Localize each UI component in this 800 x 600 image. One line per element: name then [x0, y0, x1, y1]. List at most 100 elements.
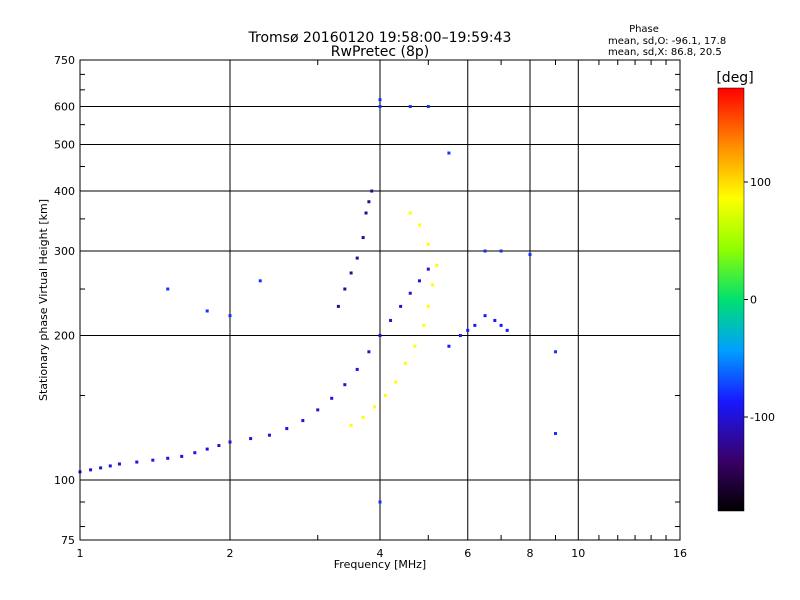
data-point [493, 318, 497, 322]
data-point [431, 283, 435, 287]
data-point [417, 279, 421, 283]
chart-subtitle: RwPretec (8p) [331, 44, 429, 60]
colorbar-ticks: 100 0 -100 [744, 176, 775, 424]
data-point [505, 328, 509, 332]
x-tick-label: 1 [77, 547, 84, 560]
colorbar-tick-label: -100 [750, 411, 775, 424]
data-point [426, 105, 430, 109]
data-point [426, 267, 430, 271]
data-point [378, 98, 382, 102]
data-point [483, 314, 487, 318]
data-points [78, 98, 557, 504]
x-axis-label: Frequency [MHz] [334, 558, 426, 571]
y-tick-label: 100 [54, 474, 75, 487]
data-point [361, 415, 365, 419]
x-tick-label: 4 [377, 547, 384, 560]
data-point [151, 458, 155, 462]
data-point [205, 309, 209, 313]
data-point [422, 323, 426, 327]
data-point [367, 350, 371, 354]
data-point [399, 304, 403, 308]
data-point [378, 500, 382, 504]
data-point [343, 383, 347, 387]
y-tick-label: 500 [54, 139, 75, 152]
data-point [553, 432, 557, 436]
data-point [166, 456, 170, 460]
x-tick-label: 8 [527, 547, 534, 560]
data-point [228, 314, 232, 318]
phase-info-x: mean, sd,X: 86.8, 20.5 [608, 47, 722, 58]
data-point [367, 200, 371, 204]
data-point [553, 350, 557, 354]
data-point [249, 437, 253, 441]
data-point [349, 271, 353, 275]
data-point [99, 466, 103, 470]
data-point [383, 394, 387, 398]
data-point [330, 396, 334, 400]
data-point [378, 334, 382, 338]
data-point [408, 105, 412, 109]
data-point [499, 323, 503, 327]
y-axis-label: Stationary phase Virtual Height [km] [37, 199, 50, 401]
x-axis-ticks: 1 2 4 6 8 10 16 [77, 60, 687, 560]
data-point [426, 242, 430, 246]
data-point [458, 334, 462, 338]
data-point [355, 256, 359, 260]
data-point [378, 105, 382, 109]
data-point [316, 408, 320, 412]
colorbar-label: [deg] [716, 70, 753, 86]
data-point [413, 344, 417, 348]
y-tick-label: 300 [54, 245, 75, 258]
data-point [301, 419, 305, 423]
data-point [228, 440, 232, 444]
data-point [117, 462, 121, 466]
data-point [447, 344, 451, 348]
data-point [473, 323, 477, 327]
data-point [180, 454, 184, 458]
phase-info-title: Phase [629, 24, 659, 35]
colorbar-tick-label: 0 [750, 294, 757, 307]
y-tick-label: 400 [54, 185, 75, 198]
data-point [466, 328, 470, 332]
x-tick-label: 2 [227, 547, 234, 560]
data-point [193, 451, 197, 455]
data-point [373, 405, 377, 409]
grid-lines [80, 60, 680, 540]
data-point [408, 291, 412, 295]
phase-info-o: mean, sd,O: -96.1, 17.8 [608, 36, 726, 47]
data-point [435, 263, 439, 267]
data-point [364, 211, 368, 215]
data-point [258, 279, 262, 283]
data-point [135, 460, 139, 464]
data-point [394, 380, 398, 384]
data-point [166, 287, 170, 291]
data-point [483, 249, 487, 253]
data-point [267, 433, 271, 437]
y-tick-label: 750 [54, 54, 75, 67]
y-tick-label: 600 [54, 101, 75, 114]
x-tick-label: 6 [464, 547, 471, 560]
data-point [336, 304, 340, 308]
data-point [417, 223, 421, 227]
data-point [355, 367, 359, 371]
data-point [108, 464, 112, 468]
colorbar-tick-label: 100 [750, 176, 771, 189]
data-point [89, 468, 93, 472]
colorbar [717, 87, 745, 512]
data-point [217, 444, 221, 448]
data-point [403, 361, 407, 365]
data-point [205, 447, 209, 451]
data-point [361, 236, 365, 240]
data-point [426, 304, 430, 308]
y-axis-ticks: 75 100 200 300 400 500 600 750 [54, 54, 680, 547]
chart-title: Tromsø 20160120 19:58:00–19:59:43 [248, 30, 512, 46]
data-point [370, 189, 374, 193]
plot-frame [79, 59, 681, 541]
data-point [343, 287, 347, 291]
data-point [408, 211, 412, 215]
data-point [499, 249, 503, 253]
y-tick-label: 200 [54, 330, 75, 343]
y-tick-label: 75 [61, 534, 75, 547]
x-tick-label: 10 [571, 547, 585, 560]
